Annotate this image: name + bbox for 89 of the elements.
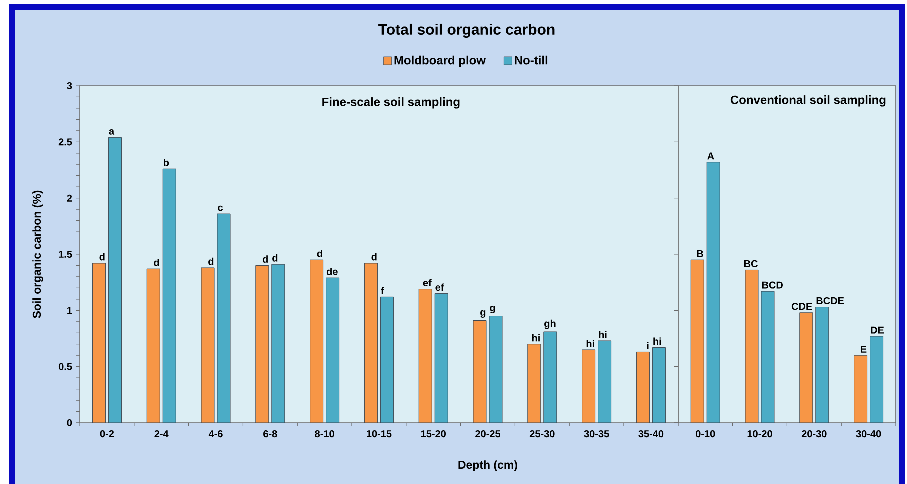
bar [636,352,650,424]
annotation: Conventional soil sampling [730,96,886,107]
data-label: d [208,258,214,266]
y-tick-label: 1.5 [59,250,72,258]
bar [745,270,759,424]
bar [434,294,448,424]
data-label: f [381,287,384,294]
bar [690,260,704,424]
x-tick-label: 30-40 [856,430,882,438]
bar [652,347,666,424]
chart-title: Total soil organic carbon [378,24,555,38]
bar [816,307,830,424]
data-label: b [164,159,170,166]
data-label: d [154,259,160,266]
data-label: d [317,250,322,258]
bar [92,263,106,424]
data-label: hi [599,330,607,338]
x-tick-label: 30-35 [584,430,610,438]
bar [761,291,775,424]
data-label: BC [744,260,758,268]
data-label: g [490,306,496,314]
y-tick-label: 1 [68,307,72,314]
x-tick-label: 20-30 [802,430,827,438]
bar [201,268,215,424]
data-label: d [262,256,268,263]
data-label: gh [544,320,556,330]
bar [364,263,378,424]
x-axis-title: Depth (cm) [458,460,518,472]
x-tick-label: 2-4 [154,430,169,438]
bar [598,340,612,424]
x-tick-label: 10-15 [367,430,392,438]
data-label: DE [871,326,884,334]
y-tick-label: 0 [67,419,72,427]
data-label: BCD [762,282,783,289]
data-label: g [480,310,486,318]
data-label: ef [423,279,432,287]
bar [256,265,270,424]
y-tick-label: 2.5 [58,138,72,146]
data-label: i [647,342,649,350]
data-label: A [708,152,714,160]
bar [473,320,487,424]
data-label: hi [654,338,662,345]
bar [272,264,286,424]
x-tick-label: 10-20 [748,430,772,438]
data-label: CDE [792,303,812,310]
x-tick-label: 25-30 [530,430,555,438]
x-tick-label: 0-2 [100,430,114,438]
data-label: E [861,346,867,353]
data-label: B [697,250,704,258]
x-tick-label: 6-8 [264,430,278,438]
bar [380,296,394,424]
y-axis-title: Soil organic carbon (%) [32,190,44,318]
y-tick-label: 2 [67,194,72,202]
data-label: de [326,268,338,276]
data-label: BCDE [816,297,844,305]
bar [800,312,814,424]
bar [582,350,596,424]
x-tick-label: 35-40 [638,430,664,438]
legend-label: No-till [515,56,548,65]
bar [326,278,340,424]
data-label: d [100,253,105,261]
bar [146,268,160,424]
bar [217,214,231,424]
data-label: ef [436,284,444,292]
bar [544,332,558,424]
data-label: d [272,254,278,262]
legend-label: Moldboard plow [394,56,486,68]
bar [854,355,868,424]
x-tick-label: 8-10 [315,430,334,438]
bar [528,344,542,424]
bar [489,316,503,424]
x-tick-label: 4-6 [208,430,223,438]
bar [162,168,176,424]
data-label: c [218,206,224,212]
x-tick-label: 15-20 [421,430,446,438]
x-tick-label: 0-10 [696,430,716,438]
bar [418,289,432,424]
bar [870,336,884,424]
data-label: hi [532,334,540,342]
x-tick-label: 20-25 [476,430,501,438]
bar [706,162,720,424]
data-label: a [109,129,115,135]
annotation: Fine-scale soil sampling [322,98,460,109]
data-label: d [372,253,377,261]
y-tick-label: 0.5 [58,363,72,370]
y-tick-label: 3 [67,82,72,90]
bar [310,260,324,424]
bar [108,137,122,424]
data-label: hi [586,340,594,348]
